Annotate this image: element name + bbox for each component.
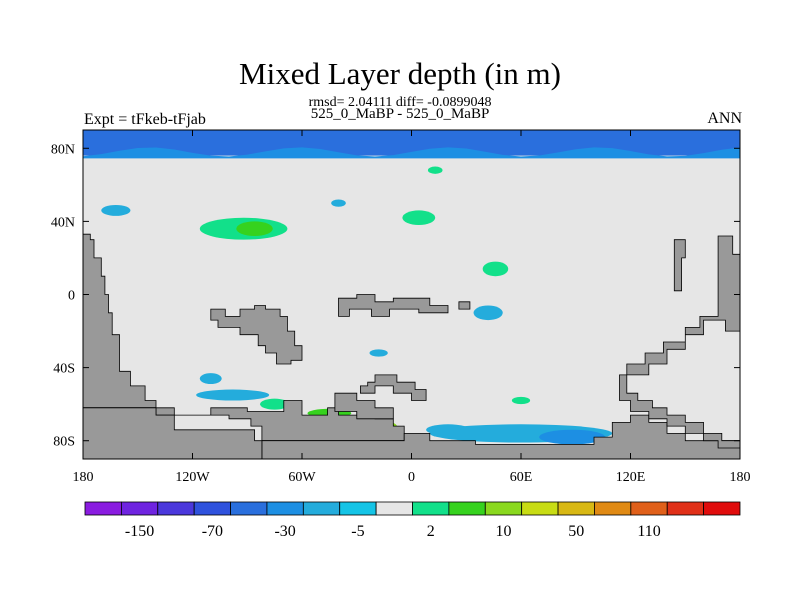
colorbar: -150 -70 -30 -5 2 10 50 110: [84, 501, 741, 540]
y-tick-label: 80N: [51, 142, 75, 157]
x-tick-label: 60W: [288, 470, 316, 485]
land-south-island-lower: [334, 392, 394, 420]
colorbar-swatch: [703, 501, 741, 516]
anomaly-region-4: [402, 210, 436, 226]
land-equatorial-strip: [338, 294, 449, 317]
colorbar-swatch: [193, 501, 231, 516]
colorbar-swatch: [230, 501, 268, 516]
x-tick-label: 120W: [175, 470, 210, 485]
plot-area: [83, 130, 740, 459]
land-equatorial-islet: [458, 301, 471, 310]
land-east-peninsula-1: [673, 239, 686, 292]
colorbar-label: 10: [495, 523, 511, 540]
colorbar-swatch: [84, 501, 122, 516]
colorbar-label: -5: [351, 523, 364, 540]
colorbar-swatch: [412, 501, 450, 516]
colorbar-label: 2: [427, 523, 435, 540]
anomaly-region-6: [482, 261, 509, 277]
chart-title: Mixed Layer depth (in m): [239, 56, 561, 91]
anomaly-region-8: [473, 305, 503, 321]
colorbar-swatch: [630, 501, 668, 516]
colorbar-swatch: [666, 501, 705, 516]
colorbar-swatch: [302, 501, 341, 516]
arctic-band-fringe: [83, 147, 740, 159]
colorbar-swatch: [448, 501, 486, 516]
land-central-island: [210, 305, 303, 365]
axis-ticks: 180 120W 60W 0 60E 120E 180 80N 40N 0 40S 80S: [51, 130, 751, 485]
anomaly-region-17: [426, 424, 470, 436]
anomaly-region-5: [427, 166, 443, 174]
colorbar-swatch: [120, 501, 159, 516]
season-label: ANN: [707, 110, 742, 127]
x-tick-label: 180: [73, 470, 94, 485]
colorbar-label: 50: [568, 523, 584, 540]
stats-line: rmsd= 2.04111 diff= -0.0899048: [308, 95, 492, 110]
x-tick-label: 0: [408, 470, 415, 485]
land-antarctic-base: [83, 407, 263, 459]
colorbar-label: -30: [274, 523, 295, 540]
anomaly-region-10: [199, 373, 222, 385]
land-south-island-upper: [359, 374, 427, 401]
y-tick-label: 80S: [53, 435, 75, 450]
colorbar-swatch: [266, 501, 304, 516]
land-western-continent: [83, 233, 157, 409]
colorbar-swatch: [557, 501, 595, 516]
land-east-peninsula-2: [619, 235, 740, 449]
colorbar-swatch: [594, 501, 632, 516]
anomaly-region-9: [369, 349, 388, 357]
anomaly-region-18: [511, 396, 531, 405]
colorbar-swatch: [157, 501, 195, 516]
x-tick-label: 60E: [510, 470, 533, 485]
colorbar-swatch: [375, 501, 413, 516]
y-tick-label: 40S: [53, 362, 75, 377]
colorbar-label: -70: [202, 523, 223, 540]
x-tick-label: 120E: [616, 470, 646, 485]
x-tick-label: 180: [730, 470, 751, 485]
colorbar-swatch: [484, 501, 523, 516]
anomaly-region-7: [331, 199, 346, 207]
chart-subtitle: 525_0_MaBP - 525_0_MaBP: [310, 106, 490, 122]
y-tick-label: 0: [68, 289, 75, 304]
anomaly-region-11: [196, 389, 270, 401]
colorbar-swatch: [339, 501, 377, 516]
colorbar-label: -150: [125, 523, 154, 540]
anomaly-region-3: [101, 204, 131, 216]
colorbar-label: 110: [637, 523, 660, 540]
anomaly-region-2: [236, 221, 273, 237]
colorbar-swatch: [521, 501, 559, 516]
experiment-label: Expt = tFkeb-tFjab: [84, 111, 206, 128]
anomaly-region-16: [539, 429, 605, 445]
anomaly-region-12: [260, 398, 290, 410]
y-tick-label: 40N: [51, 215, 75, 230]
